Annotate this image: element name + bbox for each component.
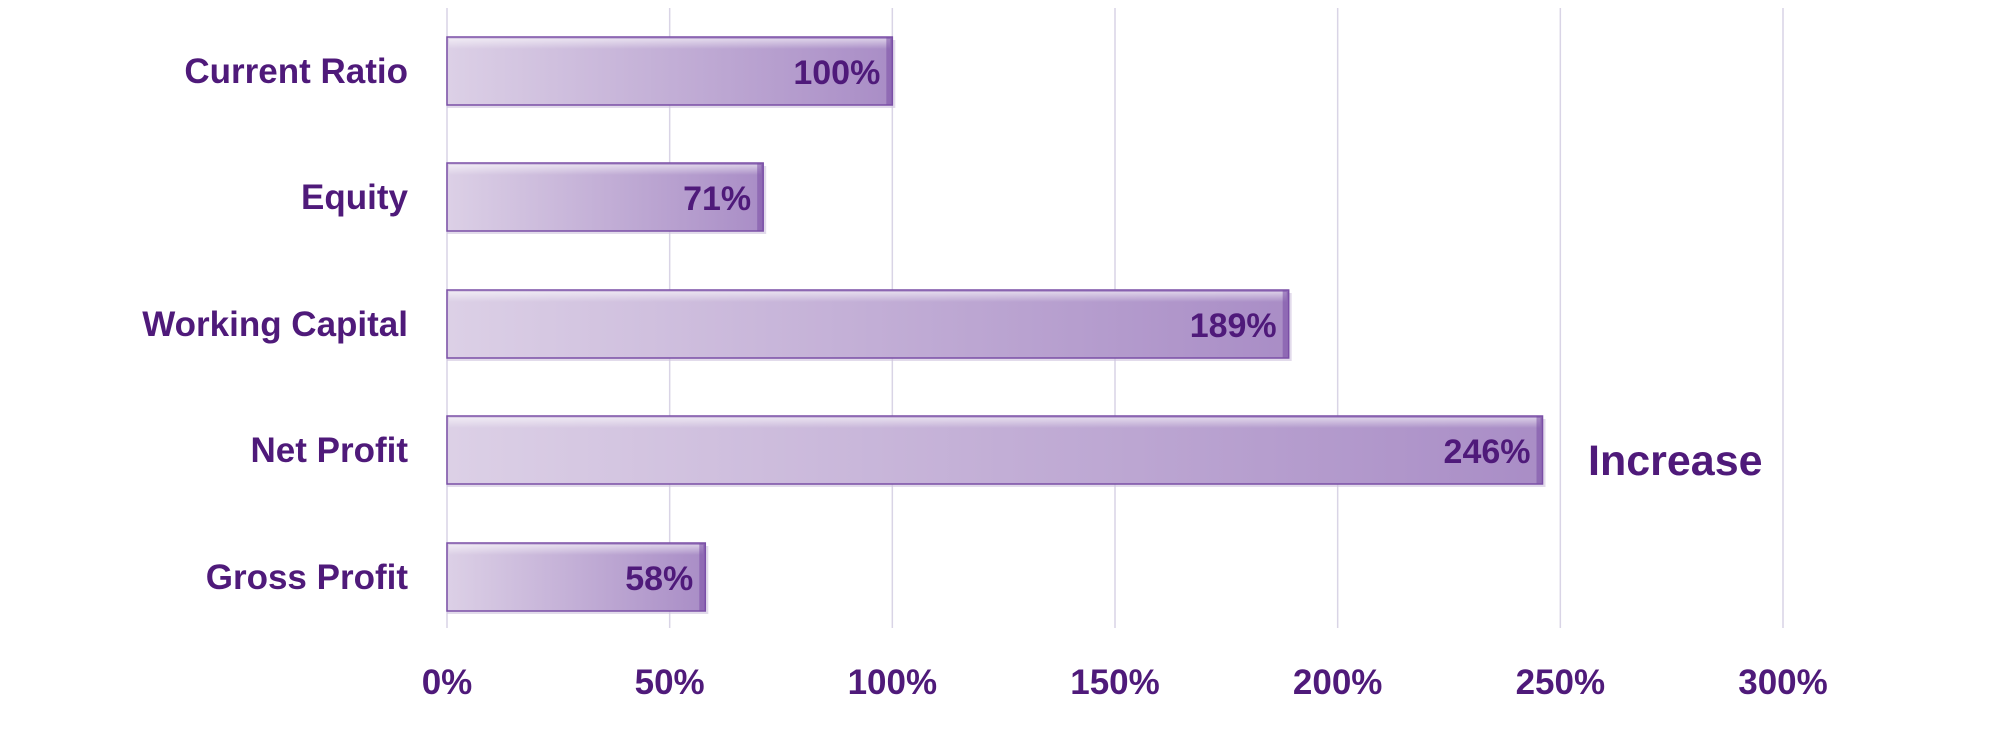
category-label-0: Current Ratio (184, 52, 408, 91)
bar-group-3: 246% (446, 415, 1546, 487)
bar-end-2 (1282, 290, 1289, 358)
tick-label-3: 150% (1070, 663, 1160, 702)
bar-bevel-3 (449, 418, 1541, 428)
tick-labels: 0% 50% 100% 150% 200% 250% 300% (422, 663, 1828, 702)
bar-end-3 (1536, 416, 1543, 484)
bar-bevel-0 (449, 39, 891, 49)
bar-bevel-4 (449, 545, 704, 555)
data-label-2: 189% (1190, 307, 1277, 345)
bar-end-1 (757, 163, 764, 231)
bars: 100% 71% 189% 246% 58% (446, 36, 1546, 614)
bar-bevel-2 (449, 292, 1287, 302)
bar-group-4: 58% (446, 542, 709, 614)
tick-label-1: 50% (635, 663, 705, 702)
bar-bevel-1 (449, 165, 762, 175)
category-label-4: Gross Profit (206, 558, 409, 597)
tick-label-0: 0% (422, 663, 473, 702)
bar-group-0: 100% (446, 36, 896, 108)
data-label-1: 71% (683, 180, 751, 218)
bar-end-4 (699, 543, 706, 611)
data-label-0: 100% (793, 54, 880, 92)
bar-end-0 (886, 37, 893, 105)
data-label-3: 246% (1444, 433, 1531, 471)
category-labels: Current Ratio Equity Working Capital Net Pr… (142, 52, 408, 597)
data-label-4: 58% (625, 560, 693, 598)
category-label-1: Equity (301, 178, 408, 217)
bar-group-1: 71% (446, 162, 767, 234)
annotation-increase: Increase (1588, 437, 1763, 485)
tick-label-4: 200% (1293, 663, 1383, 702)
tick-label-6: 300% (1738, 663, 1828, 702)
tick-label-5: 250% (1516, 663, 1606, 702)
category-label-2: Working Capital (142, 305, 408, 344)
bar-group-2: 189% (446, 289, 1292, 361)
category-label-3: Net Profit (251, 431, 409, 470)
tick-label-2: 100% (848, 663, 938, 702)
